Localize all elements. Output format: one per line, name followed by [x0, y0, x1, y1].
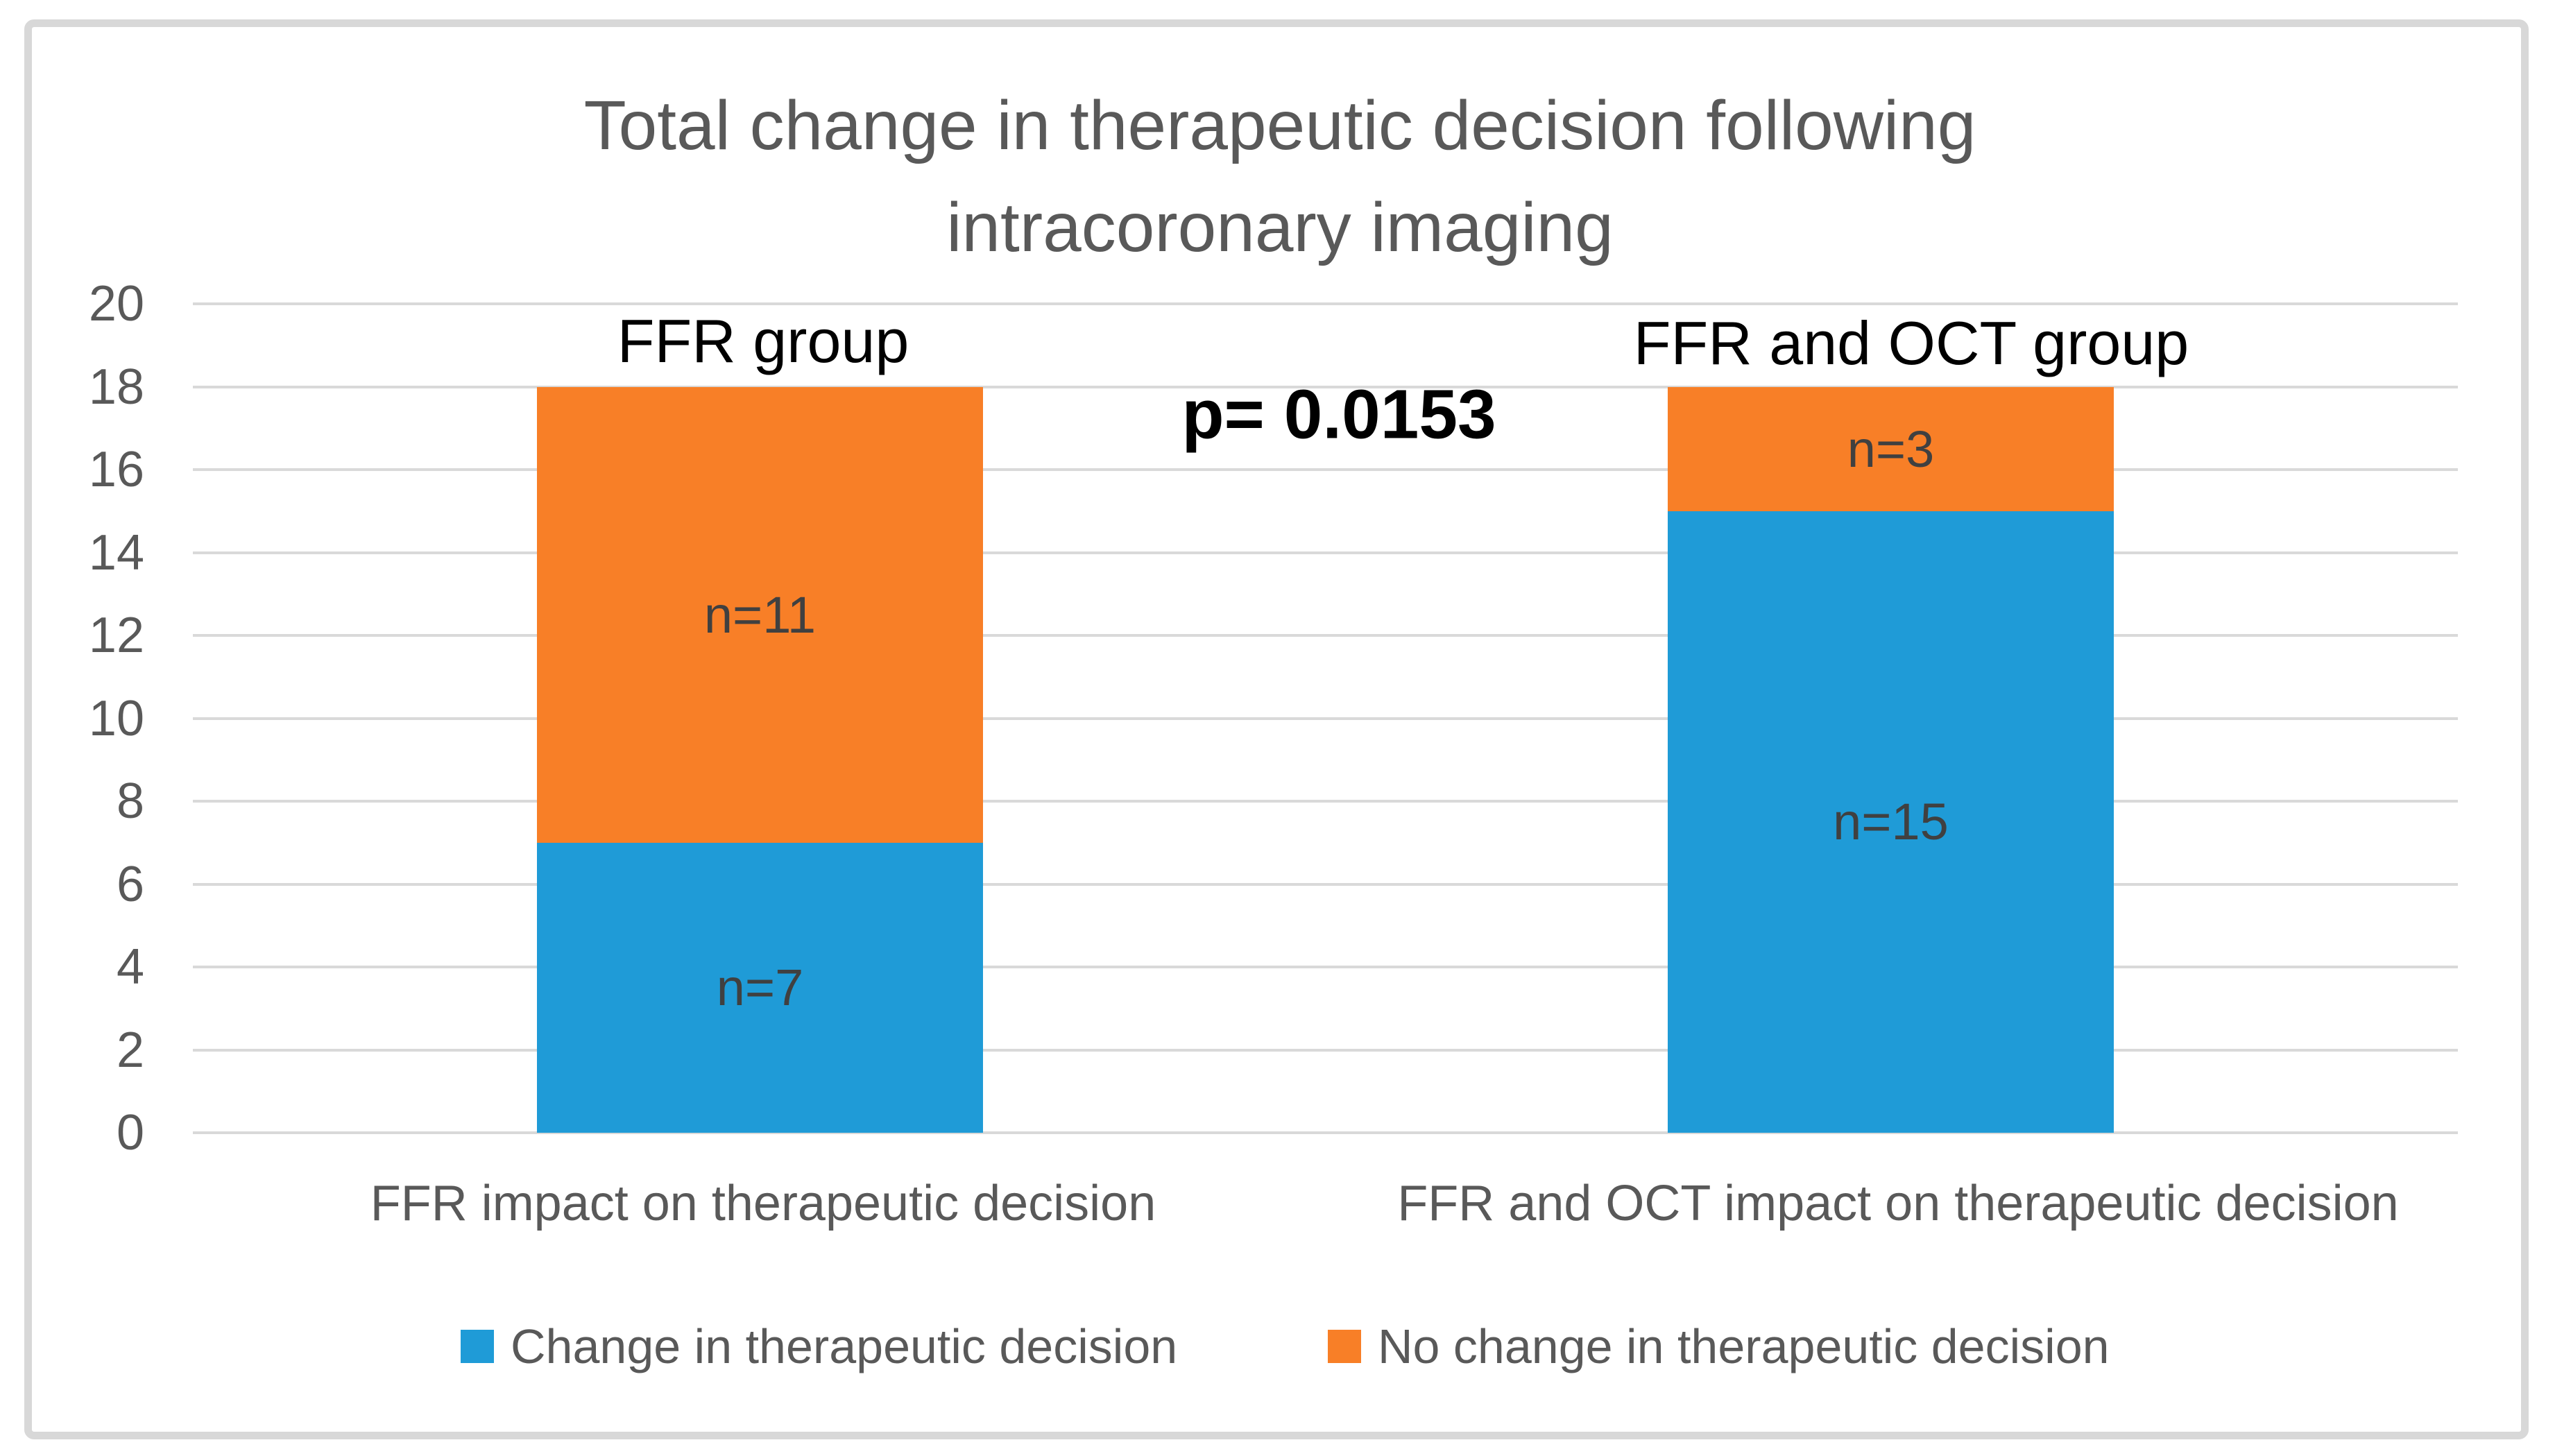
gridline-y-6 [193, 882, 2458, 886]
legend-item-no-change: No change in therapeutic decision [1328, 1319, 2110, 1374]
y-tick-label-0: 0 [116, 1105, 144, 1160]
chart-title: Total change in therapeutic decision fol… [24, 75, 2536, 279]
bar-segment-label: n=15 [1833, 793, 1949, 851]
gridline-y-0 [193, 1131, 2458, 1134]
gridline-y-16 [193, 468, 2458, 471]
y-tick-label-4: 4 [116, 939, 144, 995]
y-tick-label-10: 10 [88, 690, 144, 746]
legend-swatch-orange-icon [1328, 1330, 1361, 1363]
y-tick-label-2: 2 [116, 1022, 144, 1078]
gridline-y-20 [193, 302, 2458, 305]
gridline-y-14 [193, 551, 2458, 554]
bar-segment-label: n=7 [716, 959, 804, 1017]
bar-segment-blue-cat2: n=15 [1668, 511, 2114, 1133]
gridline-y-10 [193, 717, 2458, 720]
annotation-ffr-group: FFR group [617, 307, 909, 375]
gridline-y-12 [193, 634, 2458, 637]
bar-segment-blue-cat1: n=7 [537, 842, 983, 1133]
gridline-y-2 [193, 1048, 2458, 1052]
x-axis-label-ffr-oct: FFR and OCT impact on therapeutic decisi… [1397, 1176, 2399, 1231]
gridline-y-18 [193, 385, 2458, 388]
y-tick-label-18: 18 [88, 359, 144, 415]
legend-swatch-blue-icon [461, 1330, 494, 1363]
y-tick-label-16: 16 [88, 442, 144, 497]
legend-item-change: Change in therapeutic decision [461, 1319, 1177, 1374]
bar-segment-label: n=11 [703, 585, 817, 644]
y-tick-label-12: 12 [88, 608, 144, 663]
annotation-ffr-oct-group: FFR and OCT group [1633, 309, 2189, 377]
y-tick-label-20: 20 [88, 276, 144, 332]
x-axis-label-ffr: FFR impact on therapeutic decision [370, 1176, 1156, 1231]
gridline-y-4 [193, 966, 2458, 968]
bar-segment-orange-cat2: n=3 [1668, 386, 2114, 511]
bar-segment-label: n=3 [1847, 420, 1935, 478]
legend-label-no-change: No change in therapeutic decision [1378, 1319, 2110, 1373]
annotation-p-value: p= 0.0153 [1181, 375, 1496, 454]
gridline-y-8 [193, 800, 2458, 803]
chart-title-line2: intracoronary imaging [946, 189, 1614, 266]
bar-segment-orange-cat1: n=11 [537, 386, 983, 843]
y-tick-label-14: 14 [88, 524, 144, 581]
y-tick-label-8: 8 [116, 773, 144, 829]
legend-label-change: Change in therapeutic decision [511, 1319, 1178, 1373]
chart-title-line1: Total change in therapeutic decision fol… [583, 87, 1976, 164]
y-tick-label-6: 6 [116, 856, 144, 912]
